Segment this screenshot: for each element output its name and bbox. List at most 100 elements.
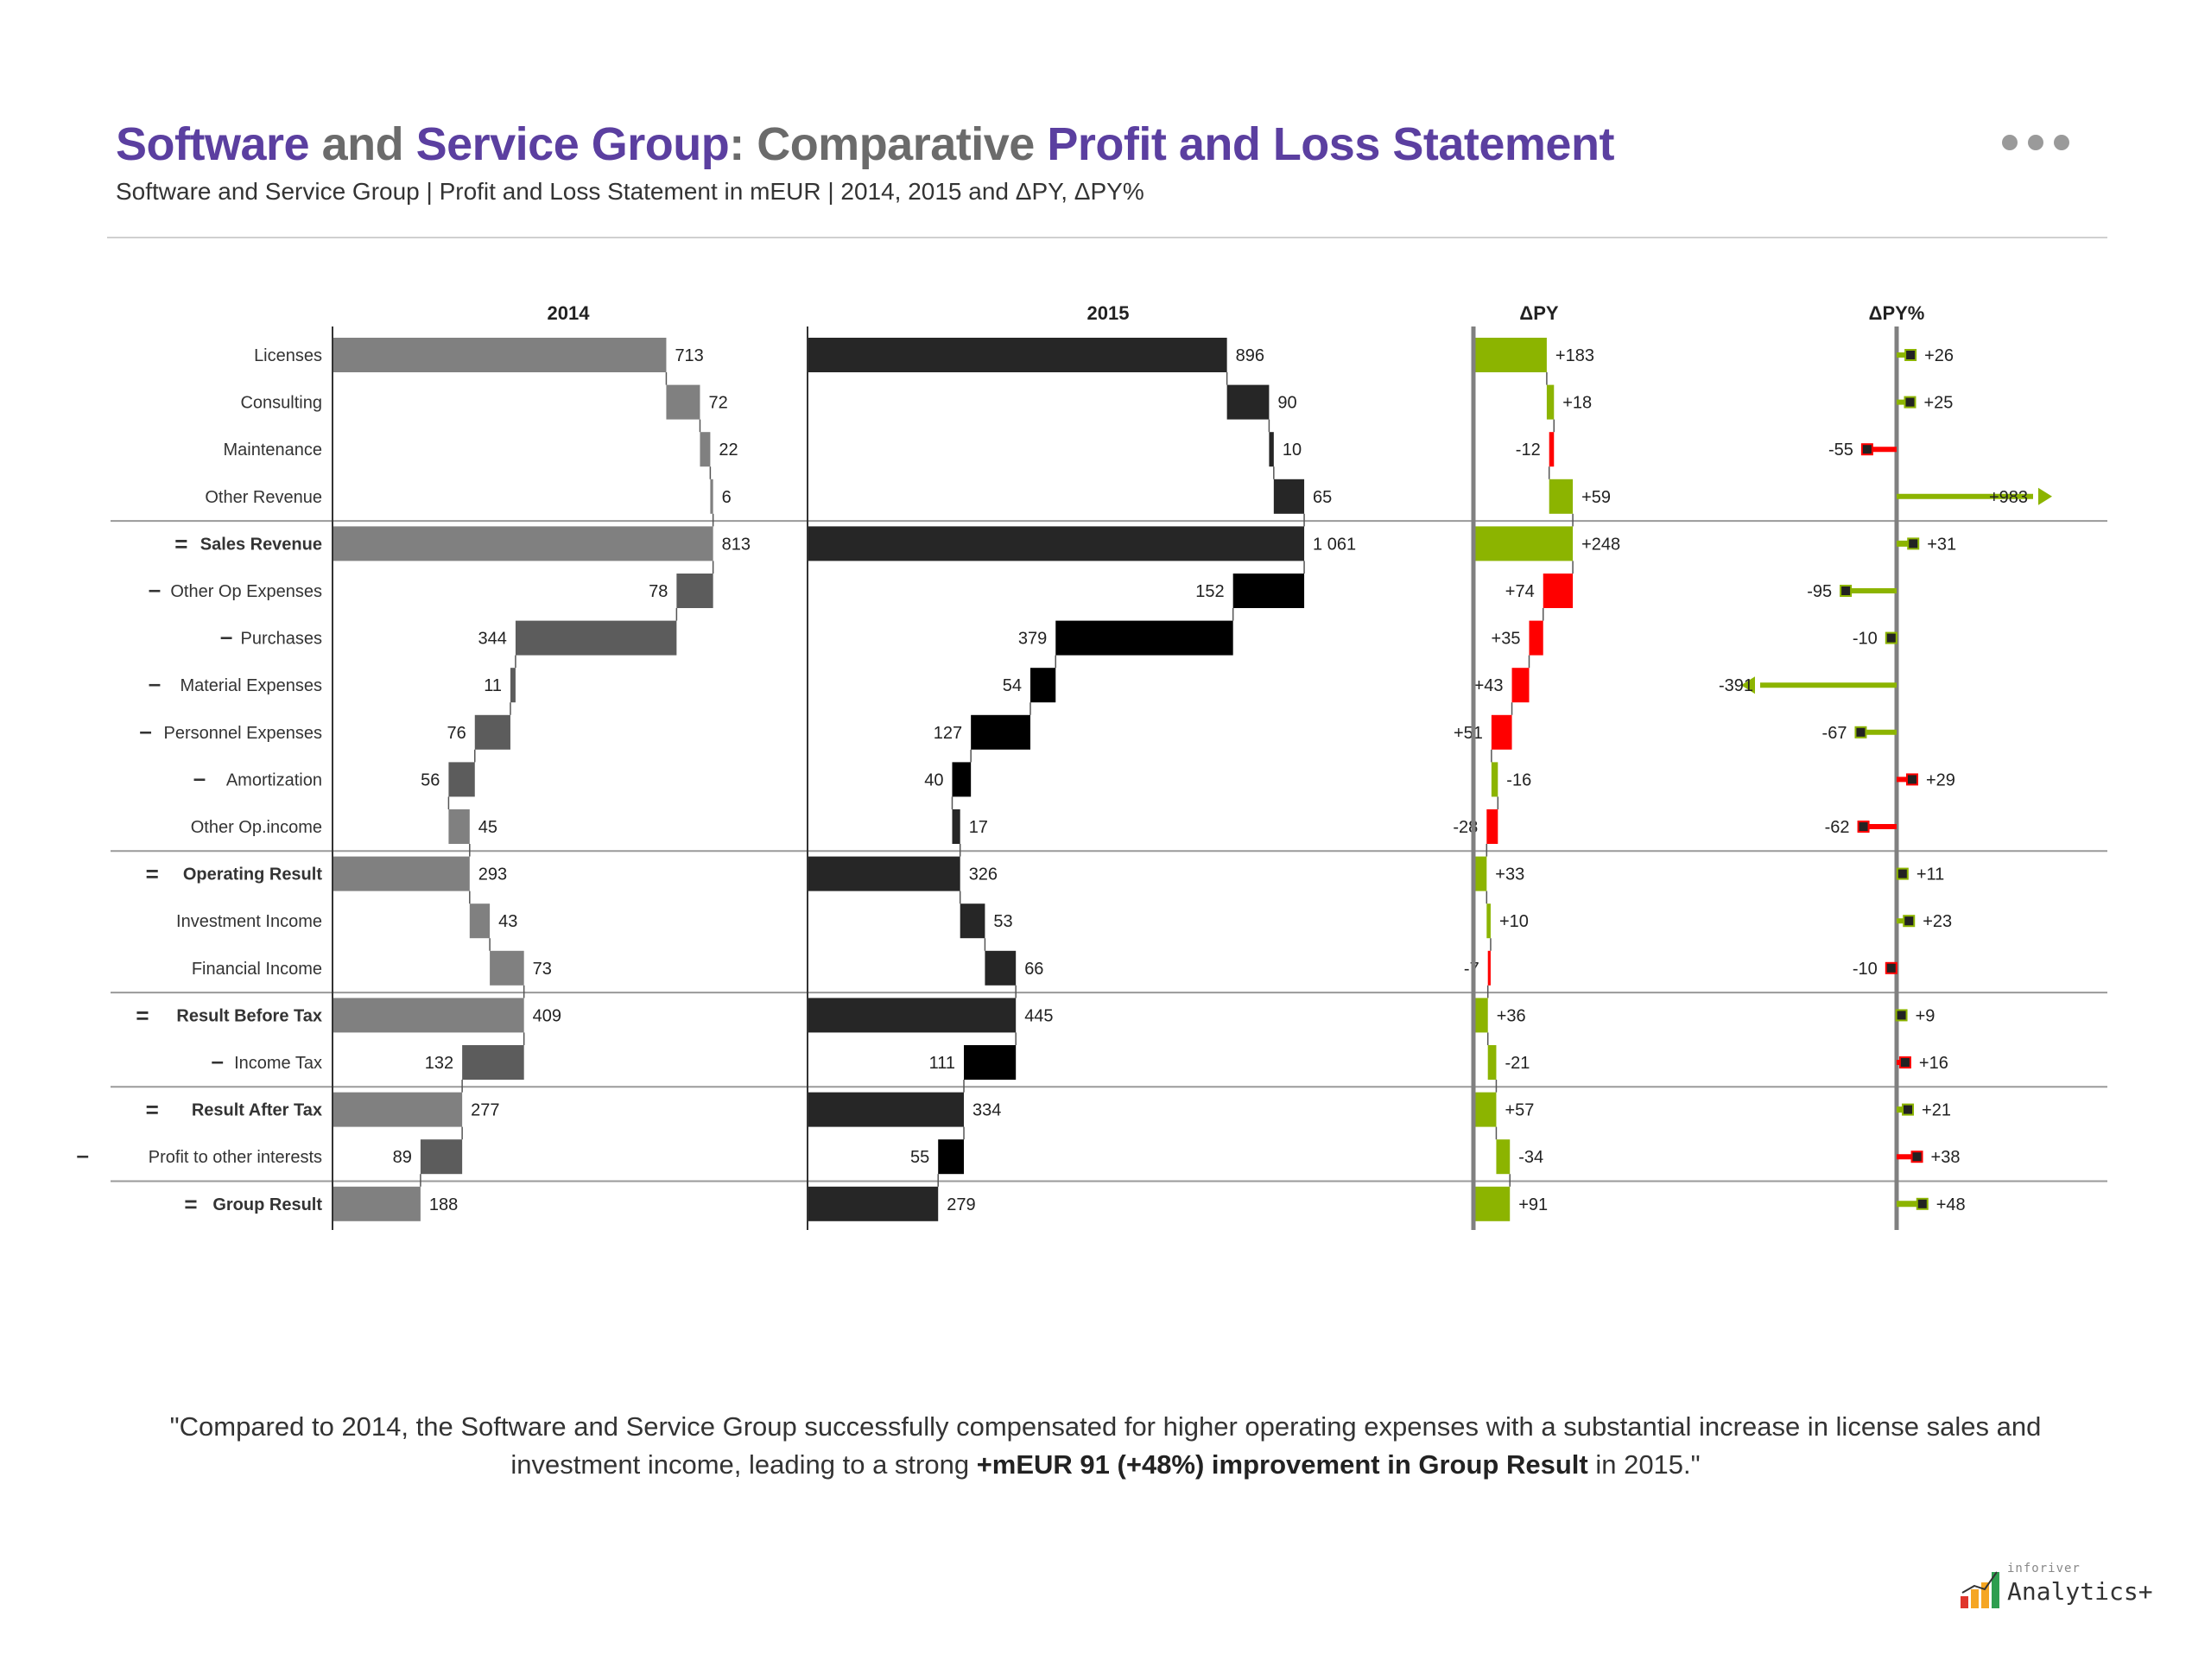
pct-pin-head — [1854, 726, 1867, 739]
row-label: Purchases — [241, 630, 323, 649]
value-label-py: 72 — [708, 394, 727, 413]
bar-py-other-op-income — [448, 809, 470, 844]
pct-label: +25 — [1924, 394, 1954, 413]
delta-bar — [1473, 1186, 1511, 1221]
value-label-ac: 65 — [1313, 488, 1332, 507]
value-label-py: 344 — [478, 630, 507, 649]
delta-bar — [1473, 998, 1488, 1033]
delta-label: +33 — [1495, 865, 1524, 884]
bar-py-personnel-expenses — [474, 714, 510, 750]
bar-ac-sales-revenue — [808, 526, 1305, 561]
commentary-quote: "Compared to 2014, the Software and Serv… — [121, 1408, 2090, 1484]
pct-label: +23 — [1923, 912, 1952, 931]
column-header-delta: ΔPY — [1519, 302, 1558, 324]
bar-ac-maintenance — [1269, 432, 1274, 467]
delta-bar — [1473, 1092, 1497, 1127]
delta-bar — [1546, 384, 1555, 420]
pnl-chart: 2014 2015 ΔPY ΔPY% Licenses Consulting Mainten… — [77, 302, 2107, 1230]
title-part: Profit and Loss Statement — [1047, 118, 1614, 170]
delta-bar — [1529, 620, 1543, 656]
delta-bar — [1543, 574, 1574, 608]
delta-bar — [1473, 338, 1547, 372]
bar-ac-purchases — [1055, 620, 1233, 656]
pct-pin-head — [1907, 537, 1920, 550]
pct-pin-head — [1903, 915, 1916, 928]
delta-label: +36 — [1497, 1006, 1526, 1025]
bar-ac-financial-income — [985, 950, 1017, 986]
pct-pin-head — [1857, 821, 1870, 833]
row-operator: – — [77, 1142, 89, 1168]
row-label: Financial Income — [192, 960, 322, 979]
bar-py-consulting — [666, 384, 700, 420]
value-label-py: 45 — [478, 818, 497, 837]
bar-ac-result-after-tax — [808, 1092, 965, 1127]
value-label-ac: 17 — [969, 818, 988, 837]
delta-bar — [1511, 668, 1530, 703]
pct-label: -10 — [1853, 960, 1878, 979]
bar-ac-other-op-income — [952, 809, 960, 844]
row-operator: – — [139, 718, 151, 744]
value-label-ac: 379 — [1018, 630, 1047, 649]
value-label-py: 409 — [533, 1006, 561, 1025]
pct-label: +9 — [1916, 1006, 1935, 1025]
pct-pin-head — [1904, 396, 1916, 409]
pct-label: -391 — [1719, 676, 1753, 695]
delta-bar — [1496, 1139, 1511, 1175]
row-label: Operating Result — [183, 865, 322, 884]
bar-py-amortization — [448, 762, 475, 797]
title-part: and — [309, 118, 416, 170]
inforiver-logo: inforiver Analytics+ — [1959, 1560, 2153, 1612]
row-label: Profit to other interests — [149, 1148, 322, 1167]
delta-label: +91 — [1518, 1195, 1548, 1214]
row-operator: – — [149, 576, 161, 602]
delta-bar — [1486, 809, 1498, 844]
value-label-py: 11 — [484, 676, 502, 695]
bar-ac-consulting — [1226, 384, 1270, 420]
more-dots-icon[interactable] — [2002, 131, 2073, 154]
page-subtitle: Software and Service Group | Profit and … — [116, 178, 1144, 205]
value-label-py: 813 — [722, 535, 751, 554]
delta-label: +57 — [1505, 1101, 1534, 1120]
pct-label: -10 — [1853, 630, 1878, 649]
value-label-py: 43 — [498, 912, 517, 931]
header-divider — [107, 237, 2107, 238]
value-label-ac: 279 — [947, 1195, 975, 1214]
bar-chart-logo-icon — [1961, 1571, 1999, 1608]
value-label-py: 713 — [675, 346, 703, 365]
pct-pin-head — [1895, 1009, 1908, 1022]
delta-label: -34 — [1518, 1148, 1543, 1167]
pct-label: +16 — [1919, 1054, 1948, 1073]
row-label: Result Before Tax — [176, 1006, 322, 1025]
row-operator: = — [174, 530, 187, 556]
delta-bar — [1549, 479, 1574, 514]
bar-py-maintenance — [700, 432, 711, 467]
pct-pin-head — [1898, 1056, 1911, 1068]
value-label-py: 56 — [421, 770, 440, 789]
delta-label: -12 — [1516, 441, 1541, 460]
pct-pin-head — [1916, 1197, 1929, 1210]
column-header-2015: 2015 — [1087, 302, 1130, 324]
row-operator: – — [193, 764, 206, 790]
row-label: Other Op Expenses — [170, 582, 322, 601]
delta-label: +43 — [1474, 676, 1504, 695]
bar-py-income-tax — [462, 1045, 524, 1080]
title-part: Software — [116, 118, 310, 170]
bar-py-material-expenses — [510, 668, 516, 703]
bar-ac-other-op-expenses — [1232, 574, 1305, 608]
pct-label: +983 — [1989, 488, 2028, 507]
title-part: : Comparative — [729, 118, 1048, 170]
value-label-ac: 53 — [993, 912, 1012, 931]
quote-text-start: "Compared to 2014, the Software and Serv… — [169, 1411, 2042, 1480]
pct-pin-head — [1860, 443, 1873, 456]
pct-label: +48 — [1936, 1195, 1966, 1214]
pct-label: -55 — [1828, 441, 1853, 460]
row-operator: – — [212, 1048, 224, 1074]
value-label-py: 293 — [478, 865, 507, 884]
bar-py-other-revenue — [710, 479, 713, 514]
pct-label: +26 — [1924, 346, 1954, 365]
delta-label: +35 — [1492, 630, 1521, 649]
row-operator: = — [146, 861, 159, 887]
delta-bar — [1487, 950, 1491, 986]
value-label-py: 22 — [719, 441, 738, 460]
value-label-py: 73 — [533, 960, 552, 979]
